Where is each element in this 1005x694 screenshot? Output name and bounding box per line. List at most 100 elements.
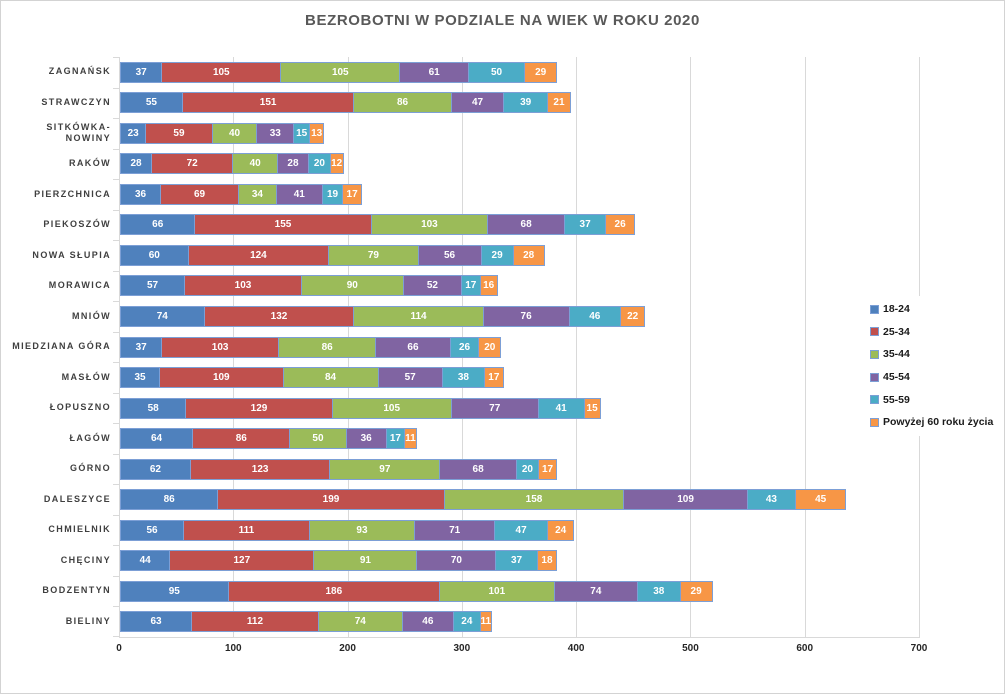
bar-segment: 62	[120, 458, 191, 480]
value-label: 129	[250, 402, 268, 414]
bar-segment: 129	[185, 397, 333, 419]
bar-segment: 44	[120, 550, 171, 572]
value-label: 34	[251, 188, 263, 200]
value-label: 105	[383, 402, 401, 414]
bar-segment: 101	[439, 580, 555, 602]
bar-segment: 57	[120, 275, 186, 297]
value-label: 97	[379, 463, 391, 475]
value-label: 37	[135, 66, 147, 78]
bar-segment: 86	[192, 428, 291, 450]
bar-row: 74 132 114 76 46 22	[120, 305, 646, 327]
bar-segment: 86	[277, 336, 377, 358]
bar-row: 44 127 91 70 37 18	[120, 550, 558, 572]
value-label: 64	[151, 433, 163, 445]
value-label: 103	[421, 219, 438, 231]
value-label: 109	[677, 494, 694, 506]
category-label: ŁOPUSZNO	[49, 402, 111, 413]
value-label: 44	[139, 555, 151, 567]
category-label: ŁAGÓW	[69, 432, 111, 443]
value-label: 105	[212, 66, 230, 78]
bar-segment: 16	[479, 275, 498, 297]
value-label: 24	[461, 616, 473, 628]
value-label: 111	[238, 524, 255, 536]
value-label: 66	[407, 341, 419, 353]
x-axis-tick-label: 700	[910, 643, 928, 654]
value-label: 114	[410, 310, 427, 322]
bar-segment: 56	[120, 519, 184, 541]
y-axis-tick	[113, 484, 119, 485]
value-label: 20	[521, 463, 533, 475]
legend-swatch-icon	[870, 372, 879, 382]
value-label: 56	[146, 524, 158, 536]
y-axis-tick	[113, 240, 119, 241]
bar-row: 64 86 50 36 17 11	[120, 428, 417, 450]
bar-segment: 39	[503, 92, 548, 114]
bar-row: 28 72 40 28 20 12	[120, 153, 344, 175]
value-label: 56	[443, 249, 456, 261]
bar-segment: 20	[515, 458, 539, 480]
y-axis-tick	[113, 393, 119, 394]
x-axis-tick-label: 200	[339, 643, 356, 654]
bar-segment: 59	[145, 122, 213, 144]
legend: 18-24 25-34 35-44 45-54 55-59 Powyżej 60 roku…	[867, 296, 997, 436]
bar-segment: 13	[309, 122, 325, 144]
value-label: 41	[293, 188, 305, 200]
bar-segment: 47	[450, 92, 505, 114]
bar-segment: 97	[329, 458, 441, 480]
value-label: 37	[579, 219, 591, 231]
legend-item: 25-34	[870, 321, 993, 344]
y-axis-tick	[113, 636, 119, 637]
bar-segment: 56	[417, 244, 482, 266]
bar-segment: 11	[404, 428, 417, 450]
value-label: 29	[690, 585, 702, 597]
gridline-x-600	[804, 57, 806, 637]
value-label: 11	[405, 433, 416, 445]
bar-segment: 22	[620, 305, 646, 327]
category-label: DALESZYCE	[43, 493, 111, 504]
bar-segment: 28	[120, 153, 152, 175]
bar-segment: 41	[275, 183, 323, 205]
bar-segment: 74	[120, 305, 205, 327]
x-axis-tick-label: 300	[453, 643, 471, 654]
value-label: 60	[148, 249, 160, 261]
bar-row: 95 186 101 74 38 29	[120, 580, 713, 602]
bar-segment: 17	[537, 458, 558, 480]
value-label: 151	[259, 97, 277, 109]
category-label: BIELINY	[65, 615, 111, 626]
legend-label: 45-54	[883, 371, 910, 384]
bar-segment: 74	[318, 611, 403, 633]
value-label: 40	[249, 158, 261, 170]
value-label: 57	[404, 372, 416, 384]
bar-segment: 28	[276, 153, 309, 175]
value-label: 74	[354, 616, 366, 628]
value-label: 28	[287, 158, 299, 170]
bar-segment: 90	[300, 275, 404, 297]
value-label: 33	[269, 127, 281, 139]
bar-row: 63 112 74 46 24 11	[120, 611, 493, 633]
category-label: MNIÓW	[72, 310, 111, 321]
bar-segment: 199	[217, 489, 445, 511]
y-axis-tick	[113, 179, 119, 180]
bar-segment: 43	[746, 489, 796, 511]
category-label: ZAGNAŃSK	[48, 66, 111, 77]
value-label: 35	[134, 372, 146, 384]
bar-row: 57 103 90 52 17 16	[120, 275, 498, 297]
bar-segment: 57	[377, 367, 443, 389]
value-label: 55	[145, 97, 157, 109]
value-label: 18	[541, 555, 553, 567]
bar-segment: 38	[441, 367, 486, 389]
x-axis-tick-label: 0	[116, 643, 122, 654]
value-label: 93	[356, 524, 368, 536]
legend-swatch-icon	[870, 417, 879, 427]
category-label: CHMIELNIK	[48, 524, 111, 535]
bar-segment: 36	[345, 428, 387, 450]
bar-segment: 76	[482, 305, 570, 327]
category-axis: ZAGNAŃSK STRAWCZYN SITKÓWKA-NOWINY RAKÓW PIE…	[5, 57, 111, 637]
value-label: 36	[135, 188, 147, 200]
bar-row: 55 151 86 47 39 21	[120, 92, 571, 114]
value-label: 50	[490, 66, 503, 78]
legend-item: 55-59	[870, 388, 993, 411]
value-label: 79	[367, 249, 379, 261]
value-label: 70	[450, 555, 462, 567]
